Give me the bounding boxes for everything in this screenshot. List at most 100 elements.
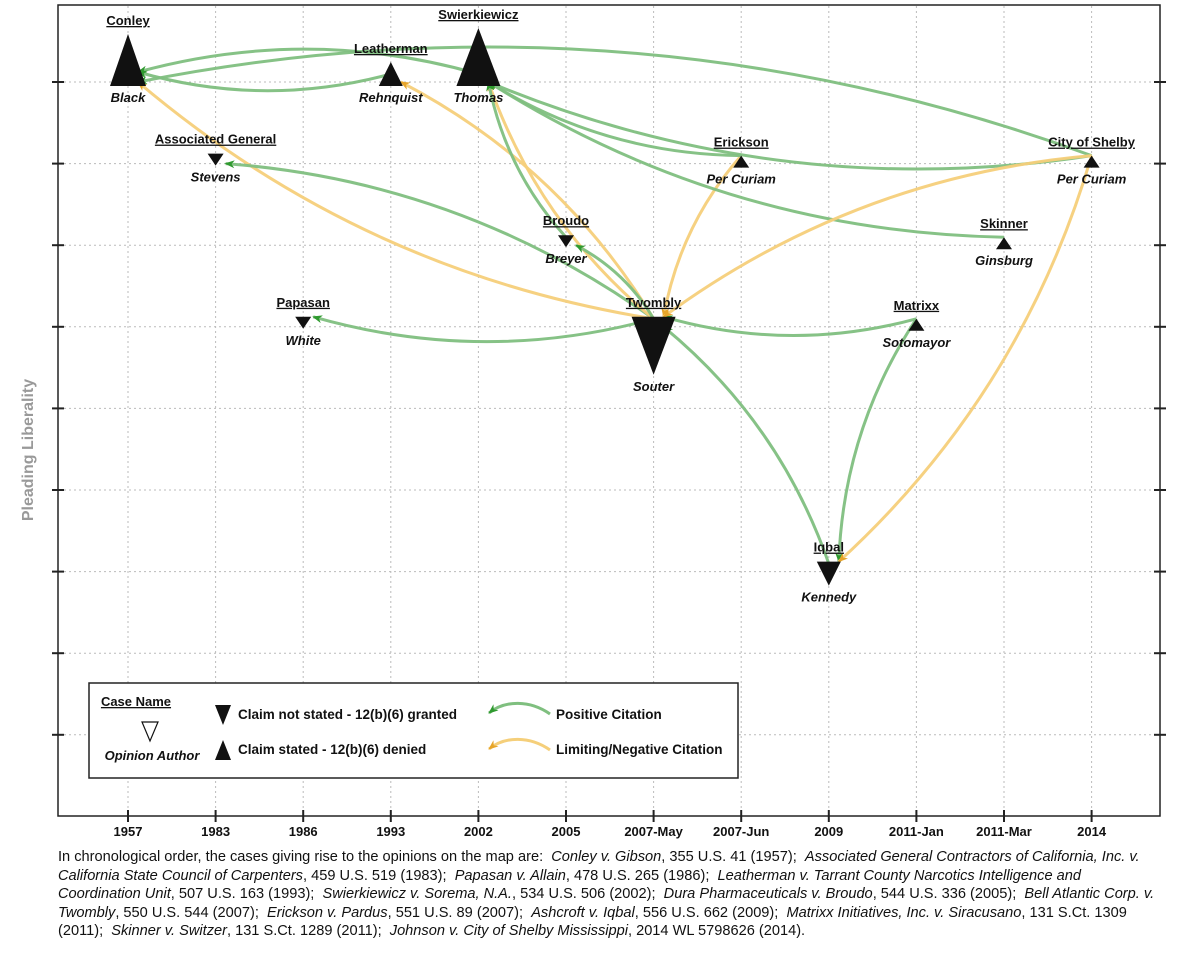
up-triangle-icon [996, 237, 1012, 250]
down-triangle-icon [558, 235, 574, 248]
caption-entry: Bell Atlantic Corp. v. Twombly, 550 U.S.… [58, 886, 1154, 921]
legend-up-triangle-icon [215, 740, 231, 760]
caption-entry: Associated General Contractors of Califo… [58, 849, 1140, 884]
x-tick-label: 1993 [376, 824, 405, 839]
caption-entry: Swierkiewicz v. Sorema, N.A., 534 U.S. 5… [322, 886, 655, 902]
case-node-shelby: City of Shelby Per Curiam [1048, 135, 1135, 187]
down-triangle-icon [816, 561, 841, 586]
caption: In chronological order, the cases giving… [58, 848, 1158, 941]
caption-entry: Leatherman v. Tarrant County Narcotics I… [58, 868, 1081, 903]
case-author-swierk: Thomas [453, 90, 503, 105]
x-tick-label: 1986 [289, 824, 318, 839]
case-name-skinner: Skinner [980, 216, 1028, 231]
case-author-iqbal: Kennedy [801, 590, 857, 605]
citation-matrixx-to-iqbal [835, 317, 918, 563]
legend-granted: Claim not stated - 12(b)(6) granted [238, 707, 457, 722]
case-author-leatherman: Rehnquist [359, 90, 423, 105]
case-node-broudo: Broudo Breyer [543, 213, 589, 266]
caption-citation: , 131 S.Ct. 1289 (2011); [226, 923, 382, 940]
x-tick-labels: 1957 1983 1986 1993 2002 2005 2007-May 2007-Jun… [114, 824, 1107, 839]
case-name-erickson: Erickson [714, 135, 769, 150]
x-tick-label: 2014 [1077, 824, 1107, 839]
legend-opinion-author: Opinion Author [105, 748, 201, 763]
up-triangle-icon [1083, 155, 1100, 168]
caption-case-name: Johnson v. City of Shelby Mississippi [389, 923, 628, 940]
case-node-conley: Conley Black [106, 13, 150, 105]
legend-box [88, 682, 739, 779]
case-node-iqbal: Iqbal Kennedy [801, 540, 857, 605]
caption-entry: Erickson v. Pardus, 551 U.S. 89 (2007); [267, 905, 523, 921]
up-triangle-icon [456, 28, 501, 86]
case-node-matrixx: Matrixx Sotomayor [882, 298, 951, 350]
caption-citation: , 507 U.S. 163 (1993); [170, 886, 315, 903]
legend-down-triangle-icon [215, 705, 231, 725]
caption-case-name: Bell Atlantic Corp. v. Twombly [58, 886, 1155, 921]
caption-case-name: Matrixx Initiatives, Inc. v. Siracusano [786, 904, 1022, 921]
caption-citation: , 556 U.S. 662 (2009); [634, 904, 779, 921]
caption-citation: , 534 U.S. 506 (2002); [511, 886, 656, 903]
x-tick-label: 2011-Mar [976, 824, 1032, 839]
up-triangle-icon [378, 62, 403, 86]
caption-citation: , 551 U.S. 89 (2007); [387, 904, 524, 921]
caption-intro: In chronological order, the cases giving… [58, 849, 544, 865]
case-author-assoc: Stevens [191, 170, 241, 185]
x-tick-label: 2007-Jun [713, 824, 769, 839]
caption-citation: , 459 U.S. 519 (1983); [302, 867, 447, 884]
caption-entry: Matrixx Initiatives, Inc. v. Siracusano,… [58, 905, 1127, 940]
citation-shelby-to-swierk [487, 80, 1092, 171]
case-name-twombly: Twombly [626, 295, 682, 310]
x-tick-label: 1957 [114, 824, 143, 839]
y-axis-label: Pleading Liberality [20, 379, 37, 521]
caption-citation: , 544 U.S. 336 (2005); [872, 886, 1017, 903]
citation-twombly-to-assoc [224, 160, 655, 321]
caption-citation: , 355 U.S. 41 (1957); [661, 849, 797, 865]
down-triangle-icon [631, 316, 676, 375]
case-author-skinner: Ginsburg [975, 253, 1033, 268]
caption-case-name: Papasan v. Allain [454, 867, 566, 884]
citation-matrixx-to-twombly [662, 315, 917, 337]
caption-case-name: Ashcroft v. Iqbal [531, 904, 635, 921]
plot-frame [57, 4, 1161, 817]
caption-entry: Papasan v. Allain, 478 U.S. 265 (1986); [455, 868, 710, 884]
caption-case-name: Skinner v. Switzer [111, 923, 227, 940]
x-tick-label: 2005 [552, 824, 581, 839]
up-triangle-icon [110, 34, 146, 86]
caption-entry: Ashcroft v. Iqbal, 556 U.S. 662 (2009); [531, 905, 778, 921]
legend-negative-arrow-icon [488, 737, 551, 752]
case-name-iqbal: Iqbal [814, 540, 844, 555]
case-name-matrixx: Matrixx [894, 298, 940, 313]
caption-case-name: Erickson v. Pardus [267, 904, 388, 921]
case-nodes: Conley Black Associated General Stevens Papa… [106, 7, 1135, 605]
legend: Case Name Opinion Author Claim not state… [88, 682, 739, 779]
case-author-matrixx: Sotomayor [882, 335, 951, 350]
legend-negative: Limiting/Negative Citation [556, 742, 723, 757]
legend-denied: Claim stated - 12(b)(6) denied [238, 742, 426, 757]
citation-skinner-to-swierk [487, 80, 1005, 239]
case-name-papasan: Papasan [276, 295, 330, 310]
citation-twombly-to-leatherman [399, 80, 655, 320]
case-node-erickson: Erickson Per Curiam [707, 135, 777, 187]
case-name-shelby: City of Shelby [1048, 135, 1135, 150]
x-tick-label: 2011-Jan [889, 824, 944, 839]
caption-entry: Conley v. Gibson, 355 U.S. 41 (1957); [551, 849, 797, 865]
citation-leatherman-to-conley [137, 70, 392, 93]
down-triangle-icon [295, 316, 312, 329]
case-node-twombly: Twombly Souter [626, 295, 682, 394]
citation-shelby-to-iqbal [837, 155, 1094, 563]
legend-open-triangle-icon [141, 721, 159, 743]
citation-shelby-to-conley [137, 45, 1093, 158]
case-author-papasan: White [286, 333, 321, 348]
caption-citation: , 2014 WL 5798626 (2014). [627, 923, 806, 940]
x-tick-label: 2002 [464, 824, 493, 839]
up-triangle-icon [733, 155, 750, 168]
citation-twombly-to-swierk [486, 81, 655, 320]
case-name-broudo: Broudo [543, 213, 589, 228]
citation-edges [137, 45, 1094, 565]
case-author-conley: Black [111, 90, 146, 105]
legend-case-name: Case Name [101, 694, 171, 709]
caption-citation: , 478 U.S. 265 (1986); [565, 867, 710, 884]
caption-case-name: Swierkiewicz v. Sorema, N.A. [322, 886, 512, 903]
x-tick-label: 2009 [814, 824, 843, 839]
caption-entry: Johnson v. City of Shelby Mississippi, 2… [390, 923, 805, 939]
caption-entry: Dura Pharmaceuticals v. Broudo, 544 U.S.… [664, 886, 1017, 902]
